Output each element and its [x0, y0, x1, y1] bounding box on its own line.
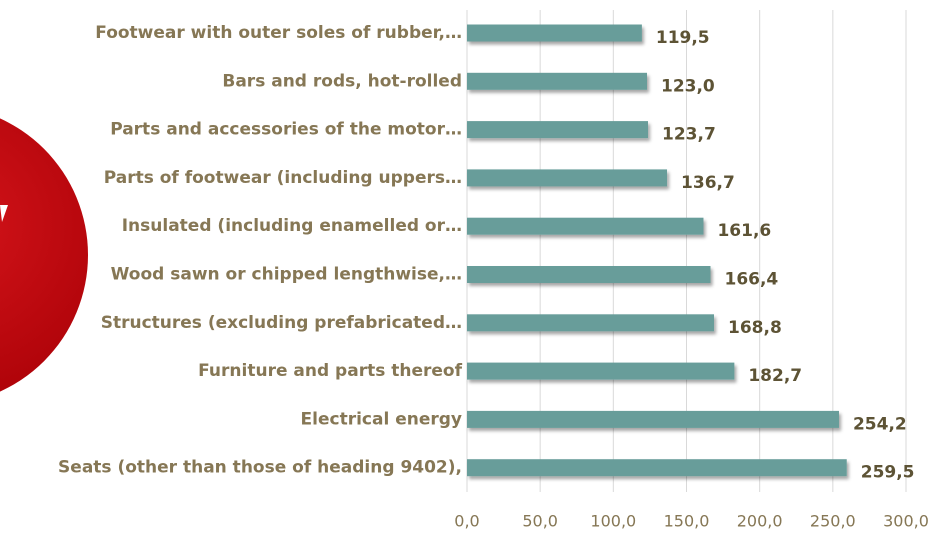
y-tick-label: Furniture and parts thereof	[198, 361, 462, 381]
x-tick-label: 200,0	[737, 512, 783, 531]
x-tick-label: 0,0	[454, 512, 479, 531]
value-label: 136,7	[681, 173, 735, 193]
y-tick-label: Structures (excluding prefabricated…	[101, 313, 462, 333]
value-label: 168,8	[728, 318, 782, 338]
y-tick-label: Bars and rods, hot-rolled	[222, 71, 462, 91]
bar	[467, 314, 715, 332]
y-tick-label: Parts of footwear (including uppers…	[104, 168, 462, 188]
bar	[467, 169, 668, 187]
value-label: 259,5	[861, 463, 915, 483]
value-label: 182,7	[748, 366, 802, 386]
y-tick-label: Parts and accessories of the motor…	[110, 120, 462, 140]
plot-area: 0,0 50,0 100,0 150,0 200,0 250,0 300,0 Footwear…	[58, 10, 929, 531]
x-tick-label: 100,0	[590, 512, 636, 531]
bar	[467, 24, 642, 42]
value-label: 119,5	[656, 28, 710, 48]
x-tick-label: 250,0	[810, 512, 856, 531]
x-tick-label: 300,0	[883, 512, 929, 531]
x-tick-label: 150,0	[664, 512, 710, 531]
bar	[467, 266, 711, 283]
bar	[467, 72, 647, 90]
bar	[467, 121, 649, 139]
y-tick-label: Electrical energy	[301, 409, 462, 429]
y-tick-label: Insulated (including enamelled or…	[122, 216, 462, 236]
bar	[467, 362, 735, 380]
bar	[467, 459, 847, 477]
bar	[467, 410, 839, 428]
bar	[467, 217, 704, 235]
y-tick-label: Wood sawn or chipped lengthwise,…	[111, 265, 462, 285]
value-label: 123,7	[662, 125, 716, 145]
value-label: 166,4	[724, 270, 778, 290]
value-label: 254,2	[853, 414, 907, 434]
x-tick-label: 50,0	[522, 512, 558, 531]
y-tick-label: Footwear with outer soles of rubber,…	[95, 23, 462, 43]
y-tick-label: Seats (other than those of heading 9402)…	[58, 458, 462, 478]
decorative-circle	[0, 118, 88, 392]
decorative-mark	[0, 205, 8, 222]
value-label: 161,6	[717, 221, 771, 241]
value-label: 123,0	[661, 76, 715, 96]
